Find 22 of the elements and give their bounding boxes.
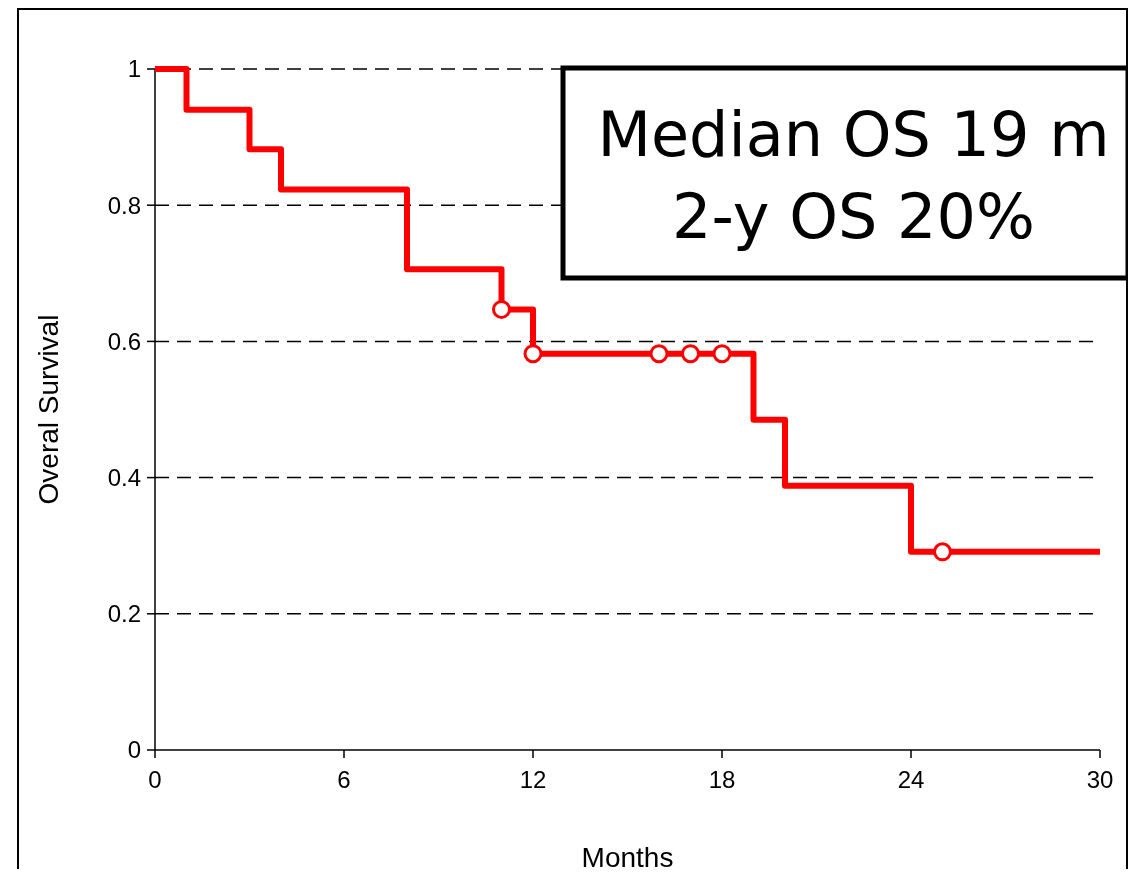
x-tick-label: 12 (519, 766, 547, 793)
y-tick-label: 0.6 (107, 327, 141, 355)
point (933, 542, 952, 562)
y-tick-label: 0.8 (107, 191, 141, 219)
x-tick-label: 0 (148, 766, 162, 793)
y-tick-label: 0 (127, 736, 141, 764)
y-tick-label: 0.2 (107, 600, 141, 628)
annotation: Median OS 19 m (597, 98, 1110, 171)
y-tick-label: 0.4 (107, 464, 141, 491)
point (681, 344, 700, 364)
x-tick-label: 30 (1086, 766, 1114, 793)
annotation: 2-y OS 20% (672, 180, 1035, 253)
x-tick-label: 18 (708, 766, 736, 793)
x-tick-label: 24 (897, 766, 925, 793)
point (649, 344, 669, 364)
y-axis-title: Overal Survival (33, 314, 64, 505)
point (492, 299, 511, 319)
y-tick-label: 1 (127, 55, 141, 83)
point (523, 344, 543, 364)
x-axis-title: Months (581, 842, 674, 873)
x-tick-label: 6 (337, 766, 351, 793)
point (712, 344, 732, 364)
